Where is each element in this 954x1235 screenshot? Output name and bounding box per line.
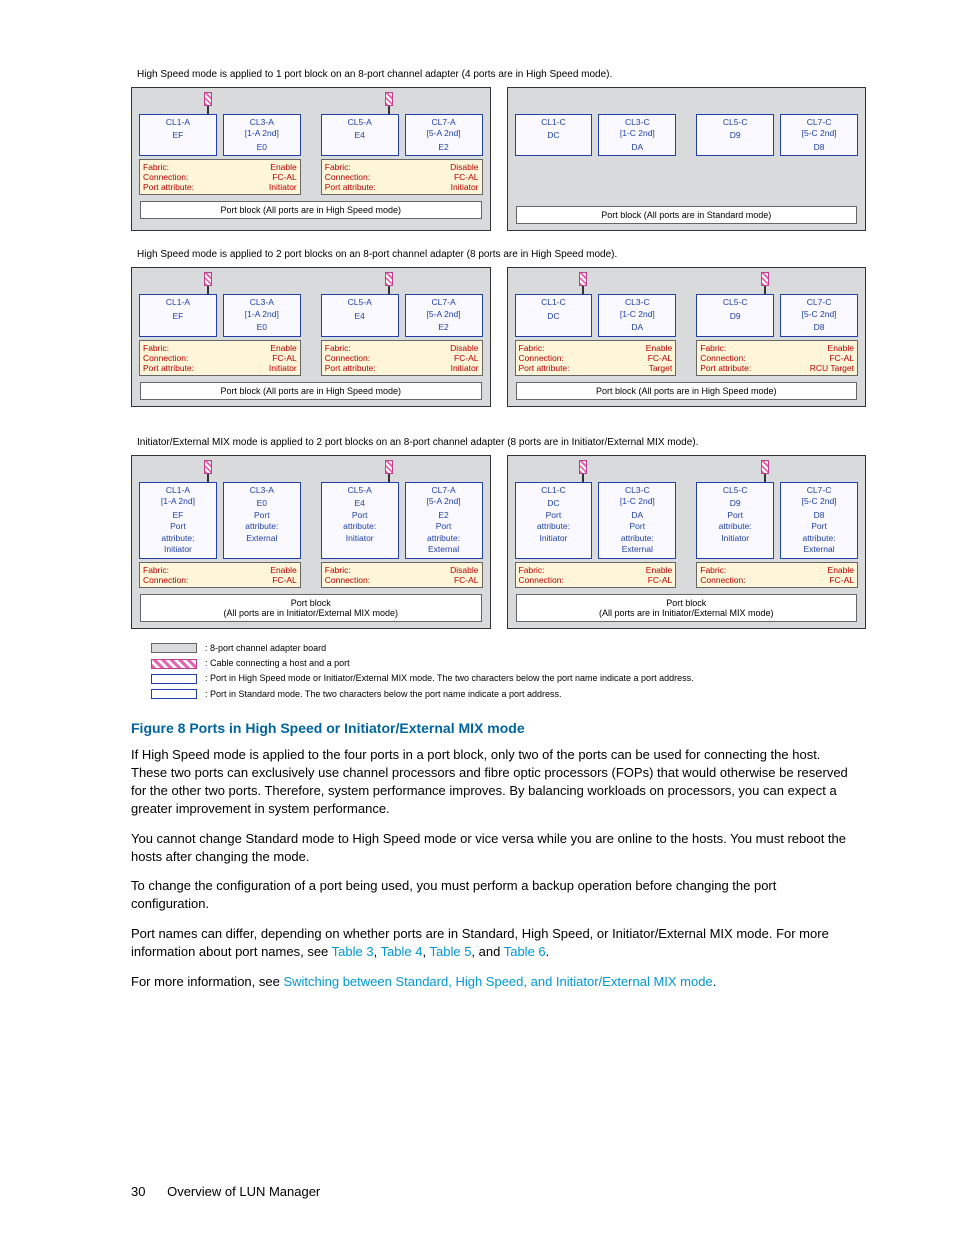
- diagram1-caption: High Speed mode is applied to 1 port blo…: [137, 69, 866, 80]
- legend-text: : 8-port channel adapter board: [205, 641, 326, 656]
- port-box: CL1-A EF: [139, 114, 217, 156]
- settings-box: Fabric:Disable Connection:FC-AL: [321, 562, 483, 588]
- diagram2-caption: High Speed mode is applied to 2 port blo…: [137, 249, 866, 260]
- page-footer: 30 Overview of LUN Manager: [131, 1184, 320, 1199]
- legend: : 8-port channel adapter board : Cable c…: [151, 641, 866, 702]
- port-box: CL7-A[5-A 2nd]E2Portattribute:External: [405, 482, 483, 559]
- cable-icon: [761, 272, 769, 294]
- port-box: CL7-C[5-C 2nd]D8Portattribute:External: [780, 482, 858, 559]
- port-box: CL7-A[5-A 2nd]E2: [405, 294, 483, 336]
- diagram2-right-board: CL1-CDC CL3-C[1-C 2nd]DA Fabric:Enable C…: [507, 267, 867, 406]
- settings-box: Fabric:Enable Connection:FC-AL Port attr…: [139, 159, 301, 195]
- port-box: CL3-C[1-C 2nd]DA: [598, 294, 676, 336]
- body-paragraph: To change the configuration of a port be…: [131, 877, 849, 913]
- diagram2-left-board: CL1-AEF CL3-A[1-A 2nd]E0 Fabric:Enable C…: [131, 267, 491, 406]
- cable-icon: [385, 92, 393, 114]
- port-box: CL7-A [5-A 2nd] E2: [405, 114, 483, 156]
- diagram3-caption: Initiator/External MIX mode is applied t…: [137, 437, 866, 448]
- port-box: CL7-C [5-C 2nd] D8: [780, 114, 858, 156]
- page-number: 30: [131, 1184, 145, 1199]
- diagram3-left-board: CL1-A[1-A 2nd]EFPortattribute:Initiator …: [131, 455, 491, 629]
- port-box: CL1-AEF: [139, 294, 217, 336]
- settings-box: Fabric:Disable Connection:FC-AL Port att…: [321, 159, 483, 195]
- port-box: CL5-A E4: [321, 114, 399, 156]
- port-box: CL5-CD9Portattribute:Initiator: [696, 482, 774, 559]
- legend-cable-icon: [151, 659, 197, 669]
- port-box: CL3-C [1-C 2nd] DA: [598, 114, 676, 156]
- xref-link[interactable]: Table 3: [332, 944, 374, 959]
- legend-text: : Cable connecting a host and a port: [205, 656, 350, 671]
- cable-icon: [204, 92, 212, 114]
- block-label: Port block (All ports are in High Speed …: [140, 201, 482, 219]
- xref-link[interactable]: Switching between Standard, High Speed, …: [283, 974, 712, 989]
- footer-text: Overview of LUN Manager: [167, 1184, 320, 1199]
- cable-icon: [579, 460, 587, 482]
- settings-box: Fabric:Enable Connection:FC-AL Port attr…: [515, 340, 677, 376]
- legend-port-std-icon: [151, 689, 197, 699]
- port-box: CL5-AE4Portattribute:Initiator: [321, 482, 399, 559]
- block-label: Port block (All ports are in High Speed …: [140, 382, 482, 400]
- port-box: CL3-AE0Portattribute:External: [223, 482, 301, 559]
- port-box: CL3-C[1-C 2nd]DAPortattribute:External: [598, 482, 676, 559]
- port-box: CL1-C DC: [515, 114, 593, 156]
- body-paragraph: If High Speed mode is applied to the fou…: [131, 746, 849, 818]
- port-box: CL1-CDC: [515, 294, 593, 336]
- diagram1: CL1-A EF CL3-A [1-A 2nd] E0 Fabric:Enabl…: [131, 87, 866, 231]
- settings-box: Fabric:Enable Connection:FC-AL Port attr…: [696, 340, 858, 376]
- settings-box: Fabric:Enable Connection:FC-AL: [696, 562, 858, 588]
- port-box: CL1-CDCPortattribute:Initiator: [515, 482, 593, 559]
- port-box: CL7-C[5-C 2nd]D8: [780, 294, 858, 336]
- figure-diagrams: High Speed mode is applied to 1 port blo…: [131, 69, 866, 702]
- settings-box: Fabric:Disable Connection:FC-AL Port att…: [321, 340, 483, 376]
- port-box: CL5-AE4: [321, 294, 399, 336]
- legend-port-icon: [151, 674, 197, 684]
- xref-link[interactable]: Table 5: [430, 944, 472, 959]
- cable-icon: [579, 272, 587, 294]
- block-label: Port block(All ports are in Initiator/Ex…: [516, 594, 858, 622]
- legend-text: : Port in Standard mode. The two charact…: [205, 687, 562, 702]
- block-label: Port block(All ports are in Initiator/Ex…: [140, 594, 482, 622]
- port-box: CL3-A [1-A 2nd] E0: [223, 114, 301, 156]
- xref-link[interactable]: Table 6: [504, 944, 546, 959]
- legend-board-icon: [151, 643, 197, 653]
- body-paragraph: You cannot change Standard mode to High …: [131, 830, 849, 866]
- port-box: CL5-CD9: [696, 294, 774, 336]
- cable-icon: [204, 460, 212, 482]
- settings-box: Fabric:Enable Connection:FC-AL: [515, 562, 677, 588]
- cable-icon: [385, 272, 393, 294]
- cable-icon: [385, 460, 393, 482]
- xref-link[interactable]: Table 4: [381, 944, 423, 959]
- diagram3-right-board: CL1-CDCPortattribute:Initiator CL3-C[1-C…: [507, 455, 867, 629]
- cable-icon: [204, 272, 212, 294]
- body-paragraph: Port names can differ, depending on whet…: [131, 925, 849, 961]
- diagram1-left-board: CL1-A EF CL3-A [1-A 2nd] E0 Fabric:Enabl…: [131, 87, 491, 231]
- diagram3: CL1-A[1-A 2nd]EFPortattribute:Initiator …: [131, 455, 866, 629]
- settings-box: Fabric:Enable Connection:FC-AL Port attr…: [139, 340, 301, 376]
- block-label: Port block (All ports are in Standard mo…: [516, 206, 858, 224]
- port-box: CL5-C D9: [696, 114, 774, 156]
- figure-title: Figure 8 Ports in High Speed or Initiato…: [131, 720, 849, 736]
- settings-box: Fabric:Enable Connection:FC-AL: [139, 562, 301, 588]
- port-box: CL1-A[1-A 2nd]EFPortattribute:Initiator: [139, 482, 217, 559]
- port-box: CL3-A[1-A 2nd]E0: [223, 294, 301, 336]
- cable-icon: [761, 460, 769, 482]
- diagram2: CL1-AEF CL3-A[1-A 2nd]E0 Fabric:Enable C…: [131, 267, 866, 406]
- block-label: Port block (All ports are in High Speed …: [516, 382, 858, 400]
- diagram1-right-board: CL1-C DC CL3-C [1-C 2nd] DA: [507, 87, 867, 231]
- legend-text: : Port in High Speed mode or Initiator/E…: [205, 671, 694, 686]
- body-paragraph: For more information, see Switching betw…: [131, 973, 849, 991]
